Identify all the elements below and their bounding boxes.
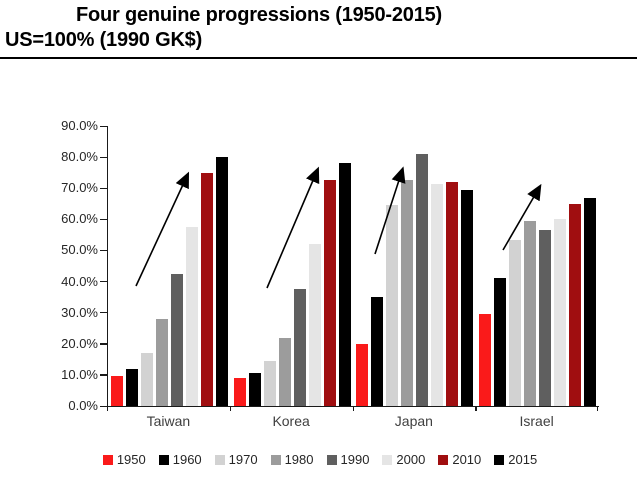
bar-taiwan-2010 [200, 172, 213, 406]
y-tick-mark [100, 218, 107, 221]
bar-korea-1990 [293, 289, 306, 406]
x-tick-mark [475, 406, 477, 411]
bar-israel-2010 [569, 203, 582, 406]
legend-swatch-icon [438, 454, 449, 465]
legend-label: 1960 [172, 452, 202, 467]
legend-item-1950: 1950 [102, 452, 146, 467]
bar-taiwan-1970 [140, 353, 153, 406]
legend-item-1970: 1970 [214, 452, 258, 467]
bar-taiwan-1990 [170, 273, 183, 406]
y-tick-mark [100, 405, 107, 407]
y-tick-label: 30.0% [61, 304, 98, 320]
category-label-korea: Korea [272, 413, 310, 429]
legend-label: 2015 [508, 452, 538, 467]
legend-swatch-icon [158, 454, 169, 465]
y-tick-label: 70.0% [61, 180, 98, 196]
bar-taiwan-1960 [125, 368, 138, 406]
bar-group-taiwan [108, 126, 231, 406]
title-divider [0, 57, 637, 59]
legend-swatch-icon [326, 454, 337, 465]
x-tick-mark [107, 406, 109, 411]
y-tick-mark [100, 125, 107, 127]
y-tick-mark [100, 156, 107, 158]
legend-item-1960: 1960 [158, 452, 202, 467]
plot-area [107, 126, 599, 407]
bar-korea-2015 [338, 163, 351, 406]
category-label-israel: Israel [519, 413, 554, 429]
bar-groups [108, 126, 599, 406]
legend-label: 1980 [284, 452, 314, 467]
y-tick-mark [100, 281, 107, 283]
bar-group-japan [354, 126, 477, 406]
bar-israel-1990 [539, 230, 552, 406]
legend-label: 1950 [116, 452, 146, 467]
legend-label: 1970 [228, 452, 258, 467]
bar-israel-1950 [479, 314, 492, 406]
y-tick-label: 50.0% [61, 242, 98, 258]
bar-group-israel [476, 126, 599, 406]
legend: 1950 1960 1970 1980 1990 2000 2010 2015 [0, 452, 640, 467]
y-tick-label: 20.0% [61, 335, 98, 351]
bar-japan-2010 [446, 182, 459, 406]
y-tick-label: 0.0% [68, 398, 98, 413]
bar-korea-1960 [248, 373, 261, 406]
x-tick-mark [352, 406, 354, 411]
legend-item-1980: 1980 [270, 452, 314, 467]
bar-israel-2015 [584, 197, 597, 406]
y-tick-mark [100, 343, 107, 345]
legend-swatch-icon [214, 454, 225, 465]
bar-japan-1990 [416, 154, 429, 406]
bar-japan-2000 [431, 183, 444, 406]
legend-label: 2000 [396, 452, 426, 467]
y-tick-label: 80.0% [61, 149, 98, 165]
bar-israel-1960 [494, 278, 507, 406]
bar-group-korea [231, 126, 354, 406]
legend-item-2000: 2000 [382, 452, 425, 467]
y-tick-label: 60.0% [61, 211, 98, 227]
y-tick-label: 90.0% [61, 118, 98, 133]
chart-title: Four genuine progressions (1950-2015) [75, 4, 443, 26]
category-label-taiwan: Taiwan [146, 413, 191, 429]
bar-japan-1980 [401, 180, 414, 406]
legend-item-1990: 1990 [326, 452, 370, 467]
y-tick-mark [100, 187, 107, 190]
bar-israel-1970 [509, 239, 522, 406]
bar-korea-2010 [323, 180, 336, 406]
legend-swatch-icon [382, 454, 393, 465]
legend-item-2010: 2010 [438, 452, 481, 467]
y-tick-label: 10.0% [61, 366, 98, 382]
category-label-japan: Japan [394, 413, 433, 429]
bar-taiwan-2015 [215, 157, 228, 406]
bar-japan-1970 [386, 205, 399, 406]
bar-israel-1980 [524, 220, 537, 406]
y-tick-label: 40.0% [61, 273, 98, 289]
chart-subtitle: US=100% (1990 GK$) [5, 29, 203, 51]
bar-korea-1980 [278, 337, 291, 406]
bar-taiwan-2000 [185, 227, 198, 406]
y-tick-mark [100, 374, 107, 376]
y-tick-mark [100, 249, 107, 252]
bar-japan-2015 [461, 189, 474, 406]
bar-taiwan-1950 [110, 376, 123, 406]
bar-korea-1970 [263, 360, 276, 406]
legend-swatch-icon [270, 454, 281, 465]
bar-korea-1950 [233, 378, 246, 406]
bar-israel-2000 [554, 219, 567, 406]
legend-label: 1990 [340, 452, 370, 467]
legend-swatch-icon [494, 454, 505, 465]
x-tick-mark [597, 406, 599, 411]
legend-label: 2010 [452, 452, 482, 467]
y-tick-mark [100, 312, 107, 314]
legend-item-2015: 2015 [494, 452, 537, 467]
bar-korea-2000 [308, 244, 321, 406]
bar-taiwan-1980 [155, 318, 168, 406]
legend-swatch-icon [102, 454, 113, 465]
x-tick-mark [229, 406, 232, 411]
bar-japan-1950 [356, 343, 369, 406]
bar-japan-1960 [371, 297, 384, 406]
